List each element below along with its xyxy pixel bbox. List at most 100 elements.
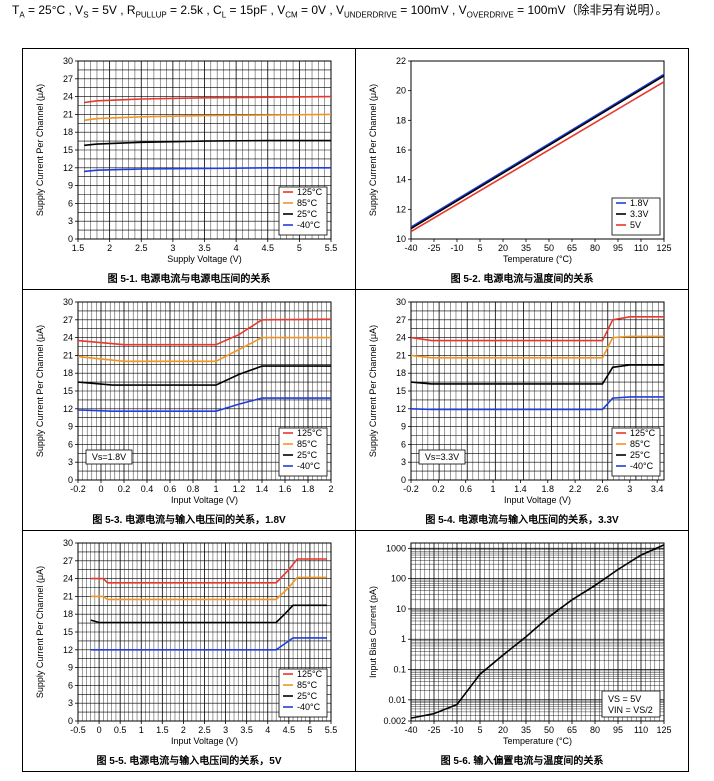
y-tick-label: 9	[68, 663, 73, 673]
x-tick-label: 110	[634, 243, 648, 253]
legend-label: 25°C	[297, 691, 318, 701]
x-tick-label: -25	[427, 725, 440, 735]
x-tick-label: 1	[139, 725, 144, 735]
series-line	[77, 318, 332, 346]
x-tick-label: 2.2	[569, 484, 582, 494]
x-tick-label: 3.5	[240, 725, 253, 735]
y-tick-label: 27	[396, 315, 406, 325]
legend-label: VS = 5V	[608, 694, 641, 704]
x-tick-label: 2	[107, 243, 112, 253]
legend-label: -40°C	[630, 461, 654, 471]
y-tick-label: 3	[68, 457, 73, 467]
chart-panel-temperature: -40 -25 -10 5 20 35 50 65 80 95 110 125 10 12 14 16 18 20…	[355, 48, 689, 290]
x-tick-label: 5	[297, 243, 302, 253]
chart-caption: 图 5-2. 电源电流与温度间的关系	[450, 274, 594, 285]
chart-supply-current-vs-input-voltage-5v: -0.5 0 0.5 1 1.5 2 2.5 3 3.5 4 4.5 5 5.5036912151821…	[35, 538, 337, 746]
y-tick-label: 100	[391, 574, 406, 584]
x-axis-label: Input Voltage (V)	[171, 736, 238, 746]
x-axis-label: Supply Voltage (V)	[167, 254, 242, 264]
y-tick-label: 30	[63, 297, 73, 307]
legend-label: VIN = VS/2	[608, 705, 653, 715]
y-axis-label: Input Bias Current (pA)	[368, 586, 378, 678]
chart-caption: 图 5-6. 输入偏置电流与温度间的关系	[440, 756, 604, 767]
legend-label: 85°C	[297, 439, 318, 449]
series-line	[410, 544, 665, 719]
x-tick-label: 2.6	[596, 484, 609, 494]
chart-caption: 图 5-5. 电源电流与输入电压间的关系，5V	[96, 756, 282, 767]
y-tick-label: 18	[396, 368, 406, 378]
x-tick-label: 0.6	[164, 484, 177, 494]
x-tick-label: 125	[656, 725, 671, 735]
x-tick-label: 1.6	[279, 484, 292, 494]
x-tick-label: 1.4	[256, 484, 269, 494]
y-tick-label: 15	[396, 386, 406, 396]
x-tick-label: 5	[477, 725, 482, 735]
y-tick-label: 10	[396, 604, 406, 614]
x-tick-label: 2.5	[198, 725, 211, 735]
x-tick-label: 50	[544, 725, 554, 735]
legend-label: 125°C	[297, 187, 323, 197]
series-line	[77, 397, 331, 412]
y-tick-label: 12	[63, 404, 73, 414]
y-tick-label: 0	[68, 716, 73, 726]
series-line	[410, 81, 665, 233]
legend-box	[611, 427, 661, 477]
x-tick-label: 1.5	[156, 725, 169, 735]
x-tick-label: 20	[498, 725, 508, 735]
y-tick-label: 27	[63, 315, 73, 325]
legend-box	[278, 427, 328, 477]
x-tick-label: -40	[404, 725, 417, 735]
y-tick-label: 6	[68, 198, 73, 208]
y-tick-label: 16	[396, 145, 406, 155]
series-line	[90, 604, 327, 624]
chart-caption: 图 5-3. 电源电流与输入电压间的关系，1.8V	[92, 515, 286, 526]
y-tick-label: 24	[396, 333, 406, 343]
chart-panel-input-bias-current: -40 -25 -10 5 20 35 50 65 80 95 110 125 0.002 0.01 0.1…	[355, 530, 689, 772]
chart-supply-current-vs-input-voltage-1v8: -0.2 0 0.2 0.4 0.6 0.8 1 1.2 1.4 1.6 1.8 2036912151…	[35, 297, 334, 505]
series-line	[84, 139, 331, 147]
legend-box	[278, 186, 328, 236]
annotation-label: Vs=1.8V	[92, 452, 126, 462]
x-tick-label: 1.8	[302, 484, 315, 494]
x-tick-label: 5.5	[325, 243, 338, 253]
y-tick-label: 3	[401, 457, 406, 467]
y-tick-label: 21	[63, 350, 73, 360]
y-axis-label: Supply Current Per Channel (μA)	[368, 84, 378, 216]
legend-box	[601, 690, 661, 718]
x-tick-label: 35	[521, 725, 531, 735]
chart-panel-input-voltage-5v: -0.5 0 0.5 1 1.5 2 2.5 3 3.5 4 4.5 5 5.5 0 3 6 9 12 15 18 21…	[22, 530, 356, 772]
x-tick-label: 95	[613, 243, 623, 253]
x-tick-label: 3.4	[651, 484, 664, 494]
y-axis-label: Supply Current Per Channel (μA)	[35, 566, 45, 698]
x-tick-label: 80	[590, 725, 600, 735]
y-tick-label: 24	[63, 92, 73, 102]
legend-label: 25°C	[630, 450, 651, 460]
x-axis-label: Input Voltage (V)	[171, 495, 238, 505]
chart-supply-current-vs-input-voltage-3v3: -0.2 0.2 0.6 1 1.4 1.8 2.2 2.6 3 3.4 0 3 6 9 12 15 18 21 2…	[368, 297, 665, 505]
x-tick-label: 4	[265, 725, 270, 735]
y-tick-label: 15	[63, 627, 73, 637]
annotation-box	[85, 449, 133, 465]
x-tick-label: 65	[567, 243, 577, 253]
x-tick-label: -0.2	[403, 484, 419, 494]
x-tick-label: 1	[491, 484, 496, 494]
x-tick-label: 2	[181, 725, 186, 735]
x-tick-label: 0.4	[141, 484, 154, 494]
legend-label: 125°C	[297, 428, 323, 438]
x-tick-label: -0.5	[70, 725, 86, 735]
x-tick-label: 4	[234, 243, 239, 253]
series-line	[84, 95, 332, 104]
chart-input-bias-current-vs-temperature: -40 -25 -10 5 20 35 50 65 80 95 110 1250.0020.010.1…	[368, 542, 672, 746]
test-conditions: TA = 25°C , VS = 5V , RPULLUP = 2.5k , C…	[12, 3, 668, 20]
y-tick-label: 12	[396, 404, 406, 414]
y-tick-label: 0	[68, 475, 73, 485]
x-tick-label: 1.5	[72, 243, 85, 253]
series-line	[410, 75, 665, 230]
x-tick-label: 1.4	[514, 484, 527, 494]
series-line	[410, 396, 664, 411]
x-tick-label: 4.5	[283, 725, 296, 735]
x-tick-label: 110	[634, 725, 648, 735]
chart-panel-input-voltage-1v8: -0.2 0 0.2 0.4 0.6 0.8 1 1.2 1.4 1.6 1.8 2 0 3 6 9 12 15 1…	[22, 289, 356, 531]
y-tick-label: 27	[63, 74, 73, 84]
